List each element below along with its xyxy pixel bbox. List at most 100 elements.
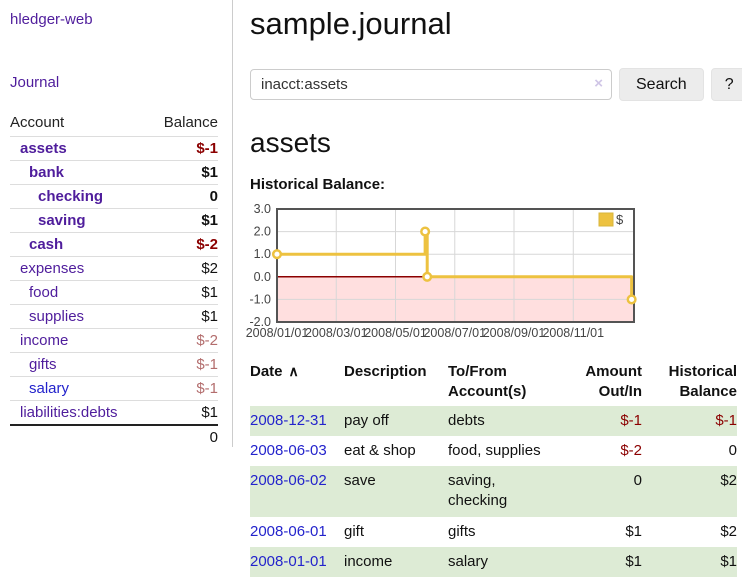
sidebar-account-link[interactable]: bank (29, 164, 65, 181)
help-button[interactable]: ? (710, 68, 742, 101)
sidebar-account-balance: $-1 (148, 352, 218, 377)
clear-search-icon[interactable]: × (594, 75, 603, 92)
col-amount: Amount Out/In (585, 363, 642, 401)
cell-date: 2008-06-03 (250, 436, 344, 466)
table-row: 2008-12-31 pay off debts $-1 $-1 (250, 405, 737, 436)
sidebar-account-balance: $-2 (148, 232, 218, 257)
col-date-sortable[interactable]: Date ∧ (250, 359, 344, 406)
sidebar-account-row: checking 0 (10, 184, 218, 209)
sidebar-account-cell: assets (10, 136, 149, 161)
date-link[interactable]: 2008-06-01 (250, 522, 327, 540)
sidebar-account-row: liabilities:debts $1 (10, 400, 218, 425)
sidebar-account-link[interactable]: gifts (29, 356, 57, 373)
svg-text:2008/01/01: 2008/01/01 (246, 326, 309, 340)
cell-balance: 0 (728, 441, 737, 459)
sidebar-account-row: bank $1 (10, 160, 218, 185)
search-button[interactable]: Search (619, 68, 704, 101)
sidebar-account-cell: gifts (10, 352, 149, 377)
table-row: 2008-06-01 gift gifts $1 $2 (250, 517, 737, 547)
date-link[interactable]: 2008-06-02 (250, 472, 327, 489)
table-row: 2008-06-02 save saving, checking 0 $2 (250, 466, 737, 517)
sidebar-account-link[interactable]: liabilities:debts (20, 404, 118, 421)
cell-description: pay off (344, 411, 389, 429)
sidebar-account-link[interactable]: supplies (29, 308, 85, 325)
cell-amount: $1 (625, 552, 642, 570)
svg-text:2008/11/01: 2008/11/01 (542, 326, 604, 340)
sidebar-account-link[interactable]: salary (29, 380, 70, 397)
svg-text:2008/09/01: 2008/09/01 (483, 326, 546, 340)
cell-amount: $-2 (620, 441, 642, 459)
cell-description: save (344, 472, 376, 489)
sidebar-account-balance: $1 (148, 208, 218, 233)
main-content: sample.journal × Search ? assets Histori… (233, 0, 742, 577)
svg-text:2008/05/01: 2008/05/01 (364, 326, 427, 340)
search-box: × (250, 69, 612, 100)
sidebar-account-balance: $-1 (148, 136, 218, 161)
cell-balance: $2 (720, 472, 737, 489)
cell-balance: $2 (720, 522, 737, 540)
sidebar-account-link[interactable]: checking (38, 188, 104, 205)
svg-text:1.0: 1.0 (254, 247, 271, 261)
sidebar-item-journal[interactable]: Journal (10, 74, 60, 91)
col-description: Description (344, 363, 427, 380)
sidebar-account-row: assets $-1 (10, 136, 218, 161)
sidebar: hledger-web Journal Account Balance asse… (0, 0, 233, 449)
sidebar-account-cell: supplies (10, 304, 149, 329)
sidebar-account-cell: cash (10, 232, 149, 257)
accounts-total-row: 0 (10, 424, 218, 449)
cell-description: eat & shop (344, 441, 416, 459)
sidebar-account-row: expenses $2 (10, 256, 218, 281)
sidebar-account-balance: $1 (148, 160, 218, 185)
sidebar-account-row: cash $-2 (10, 232, 218, 257)
chart-title: Historical Balance: (250, 176, 386, 193)
cell-accounts: food, supplies (448, 441, 541, 459)
cell-description: income (344, 552, 393, 570)
date-link[interactable]: 2008-01-01 (250, 552, 327, 570)
svg-text:-1.0: -1.0 (249, 292, 271, 306)
sidebar-account-cell: food (10, 280, 149, 305)
cell-description: gift (344, 522, 365, 540)
sidebar-account-link[interactable]: expenses (20, 260, 85, 277)
col-accounts: To/From Account(s) (448, 363, 527, 401)
register-header: Date ∧ Description To/From Account(s) Amo… (250, 359, 737, 406)
sidebar-account-link[interactable]: cash (29, 236, 64, 253)
sidebar-account-link[interactable]: income (20, 332, 69, 349)
cell-accounts: salary (448, 552, 489, 570)
sidebar-account-balance: 0 (148, 184, 218, 209)
sidebar-account-link[interactable]: food (29, 284, 59, 301)
sidebar-account-balance: $1 (148, 304, 218, 329)
cell-amount: $1 (625, 522, 642, 540)
sidebar-account-balance: $2 (148, 256, 218, 281)
cell-amount: 0 (633, 472, 642, 489)
sidebar-account-row: salary $-1 (10, 376, 218, 401)
date-link[interactable]: 2008-06-03 (250, 441, 327, 459)
date-link[interactable]: 2008-12-31 (250, 411, 327, 429)
sidebar-account-balance: $1 (148, 400, 218, 425)
sidebar-account-cell: income (10, 328, 149, 353)
sidebar-account-cell: liabilities:debts (10, 400, 149, 425)
cell-balance: $-1 (715, 411, 737, 429)
cell-date: 2008-01-01 (250, 547, 344, 577)
accounts-total-spacer (10, 424, 149, 449)
sidebar-account-cell: saving (10, 208, 149, 233)
sidebar-account-row: food $1 (10, 280, 218, 305)
sidebar-account-cell: checking (10, 184, 149, 209)
svg-text:3.0: 3.0 (254, 202, 271, 216)
sidebar-account-link[interactable]: assets (20, 140, 67, 157)
cell-accounts: saving, checking (448, 472, 508, 510)
sidebar-account-balance: $1 (148, 280, 218, 305)
search-input[interactable] (250, 69, 612, 100)
svg-text:$: $ (616, 212, 624, 227)
accounts-header-balance: Balance (163, 114, 218, 131)
accounts-table: Account Balance assets $-1 bank $1 checking 0… (10, 111, 218, 449)
page-title: sample.journal (250, 6, 452, 41)
brand-link[interactable]: hledger-web (10, 11, 93, 28)
cell-balance: $1 (720, 552, 737, 570)
cell-accounts: debts (448, 411, 485, 429)
table-row: 2008-06-03 eat & shop food, supplies $-2 0 (250, 436, 737, 466)
sidebar-account-cell: bank (10, 160, 149, 185)
sort-asc-icon: ∧ (288, 363, 299, 379)
cell-date: 2008-06-01 (250, 517, 344, 547)
sidebar-account-link[interactable]: saving (38, 212, 86, 229)
